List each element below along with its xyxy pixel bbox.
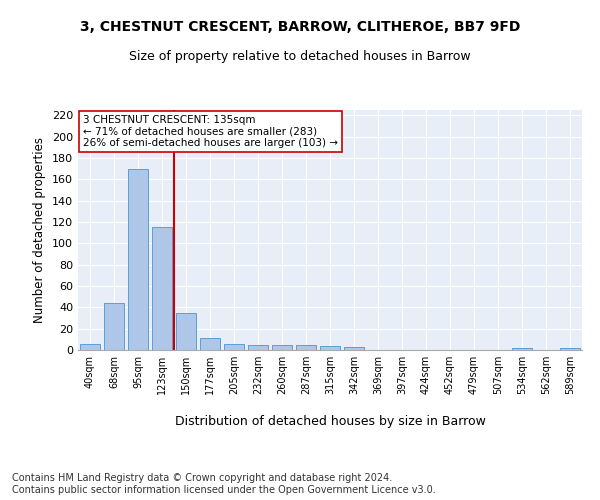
Bar <box>560 348 580 350</box>
Text: 3 CHESTNUT CRESCENT: 135sqm
← 71% of detached houses are smaller (283)
26% of se: 3 CHESTNUT CRESCENT: 135sqm ← 71% of det… <box>83 115 338 148</box>
Text: Contains HM Land Registry data © Crown copyright and database right 2024.
Contai: Contains HM Land Registry data © Crown c… <box>12 474 436 495</box>
Bar <box>224 344 244 350</box>
Bar <box>344 347 364 350</box>
Bar <box>200 338 220 350</box>
Bar <box>104 303 124 350</box>
Bar <box>272 344 292 350</box>
Bar <box>296 344 316 350</box>
Bar <box>248 344 268 350</box>
Bar <box>128 168 148 350</box>
Text: Size of property relative to detached houses in Barrow: Size of property relative to detached ho… <box>129 50 471 63</box>
Bar <box>320 346 340 350</box>
Bar <box>176 312 196 350</box>
Y-axis label: Number of detached properties: Number of detached properties <box>34 137 46 323</box>
Text: Distribution of detached houses by size in Barrow: Distribution of detached houses by size … <box>175 415 485 428</box>
Bar <box>512 348 532 350</box>
Bar <box>80 344 100 350</box>
Text: 3, CHESTNUT CRESCENT, BARROW, CLITHEROE, BB7 9FD: 3, CHESTNUT CRESCENT, BARROW, CLITHEROE,… <box>80 20 520 34</box>
Bar <box>152 228 172 350</box>
